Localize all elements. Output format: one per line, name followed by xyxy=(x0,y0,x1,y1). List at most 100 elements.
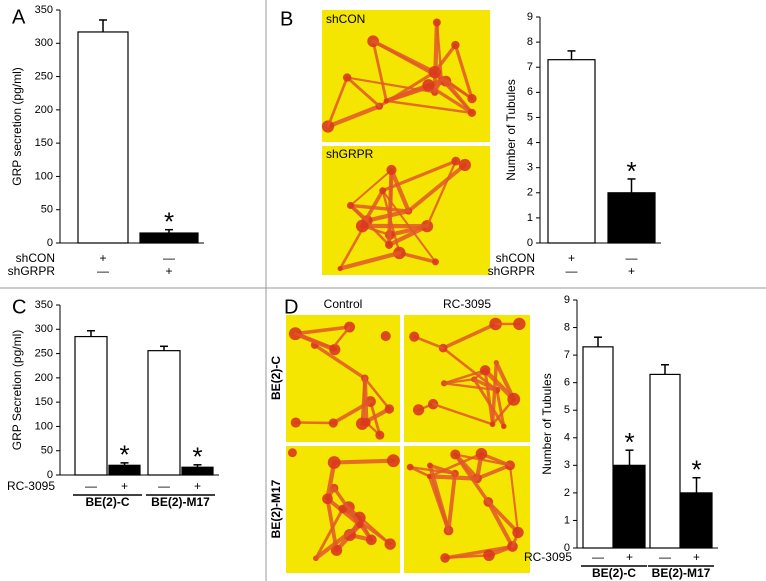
tubule xyxy=(495,388,506,428)
y-tick-label: 7 xyxy=(564,349,570,361)
condition-label: RC-3095 xyxy=(524,550,572,564)
condition-sign: + xyxy=(121,479,128,493)
cell-cluster xyxy=(337,265,343,272)
tubule xyxy=(331,325,351,350)
y-tick-label: 300 xyxy=(35,323,53,335)
condition-sign: + xyxy=(628,264,635,278)
tubule xyxy=(428,452,483,478)
cell-cluster xyxy=(479,365,491,376)
condition-label: RC-3095 xyxy=(7,479,55,493)
cell-cluster xyxy=(432,18,441,27)
group-label: BE(2)-C xyxy=(592,566,636,580)
micrograph-bg xyxy=(404,315,530,442)
tubule xyxy=(486,500,520,535)
cell-cluster xyxy=(467,93,477,104)
cell-cluster xyxy=(440,553,450,563)
condition-label: shCON xyxy=(496,251,535,265)
condition-sign: + xyxy=(165,264,172,278)
y-tick-label: 8 xyxy=(527,36,533,48)
tubule xyxy=(348,203,411,213)
image-label: shGRPR xyxy=(326,147,374,161)
condition-sign: — xyxy=(566,264,578,278)
tubule xyxy=(444,79,474,101)
y-axis-label: GRP secretion (pg/ml) xyxy=(10,67,24,185)
y-tick-label: 200 xyxy=(35,104,53,116)
cell-cluster xyxy=(322,493,333,505)
bar xyxy=(649,373,681,549)
y-tick-label: 9 xyxy=(564,294,570,306)
row-label: BE(2)-C xyxy=(269,356,283,400)
cell-cluster xyxy=(355,219,369,233)
group-label: BE(2)-M17 xyxy=(151,495,210,509)
condition-sign: — xyxy=(592,550,604,564)
cell-cluster xyxy=(451,156,461,166)
y-tick-label: 6 xyxy=(564,377,570,389)
condition-sign: + xyxy=(693,550,700,564)
condition-label: shCON xyxy=(16,251,55,265)
condition-sign: + xyxy=(99,251,106,265)
bar xyxy=(547,59,596,244)
tubule xyxy=(427,474,480,481)
cell-cluster xyxy=(375,430,385,440)
cell-cluster xyxy=(409,331,420,342)
tubule xyxy=(386,224,430,248)
y-tick-label: 3 xyxy=(527,162,533,174)
tubule xyxy=(426,83,474,115)
cell-cluster xyxy=(451,40,460,50)
cell-cluster xyxy=(450,449,461,460)
y-tick-label: 350 xyxy=(35,4,53,16)
tubule xyxy=(385,99,474,115)
image-label: shCON xyxy=(326,12,365,26)
condition-label: shGRPR xyxy=(488,264,536,278)
tubule xyxy=(384,83,431,104)
y-tick-label: 150 xyxy=(35,137,53,149)
cell-cluster xyxy=(327,456,341,469)
y-tick-label: 3 xyxy=(564,459,570,471)
micrograph xyxy=(286,315,400,442)
cell-cluster xyxy=(384,538,396,550)
cell-cluster xyxy=(328,418,338,428)
condition-sign: — xyxy=(659,550,671,564)
tubule xyxy=(432,20,439,95)
panel-letter: C xyxy=(12,296,26,318)
cell-cluster xyxy=(346,201,355,210)
significance: * xyxy=(192,442,202,472)
y-tick-label: 0 xyxy=(564,542,570,554)
bar xyxy=(108,464,141,476)
tubule xyxy=(348,203,370,223)
panel-letter: D xyxy=(284,296,298,318)
tubule xyxy=(349,168,393,207)
significance: * xyxy=(119,440,129,470)
condition-sign: — xyxy=(163,251,175,265)
condition-sign: + xyxy=(194,479,201,493)
cell-cluster xyxy=(383,98,390,104)
tubule xyxy=(441,322,498,350)
cell-cluster xyxy=(501,423,507,430)
significance: * xyxy=(691,455,701,485)
tubule xyxy=(389,167,411,214)
cell-cluster xyxy=(287,448,297,458)
y-axis-label: Number of Tubules xyxy=(504,79,518,180)
cell-cluster xyxy=(386,164,397,176)
micrograph xyxy=(404,315,530,442)
y-tick-label: 1 xyxy=(564,514,570,526)
y-tick-label: 150 xyxy=(35,396,53,408)
cell-cluster xyxy=(380,331,391,342)
cell-cluster xyxy=(458,158,471,172)
cell-cluster xyxy=(329,344,336,352)
y-tick-label: 100 xyxy=(35,420,53,432)
condition-sign: — xyxy=(97,264,109,278)
tubule xyxy=(453,43,474,101)
cell-cluster xyxy=(412,404,425,416)
tubule xyxy=(442,369,487,385)
y-tick-label: 100 xyxy=(35,170,53,182)
cell-cluster xyxy=(507,392,521,406)
tubule xyxy=(363,377,391,411)
tubule xyxy=(486,499,515,549)
cell-cluster xyxy=(422,79,435,92)
row-label: BE(2)-M17 xyxy=(269,479,283,538)
cell-cluster xyxy=(361,418,371,427)
tubule xyxy=(482,368,516,402)
micrograph xyxy=(321,10,490,142)
y-tick-label: 350 xyxy=(35,299,53,311)
